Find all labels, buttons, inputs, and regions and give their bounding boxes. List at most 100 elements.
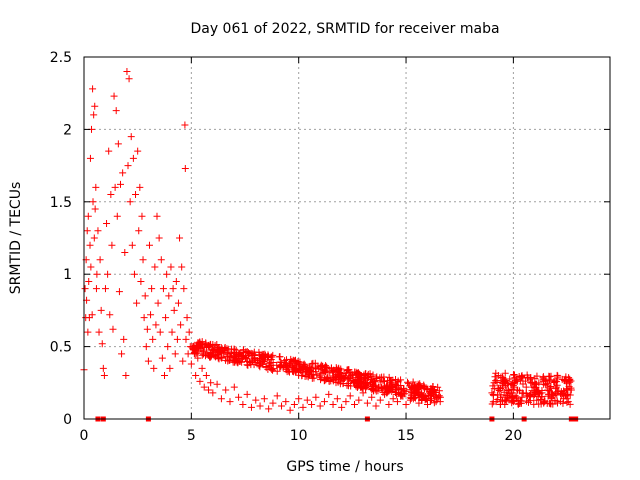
- data-point: [107, 191, 115, 199]
- data-point: [273, 367, 281, 375]
- data-point: [535, 389, 543, 397]
- data-point: [108, 241, 116, 249]
- data-point: [372, 374, 380, 382]
- data-point: [235, 393, 243, 401]
- data-point: [511, 378, 519, 386]
- data-point: [505, 395, 513, 403]
- data-point: [116, 180, 124, 188]
- data-point: [406, 386, 414, 394]
- data-point: [83, 227, 91, 235]
- data-point: [343, 366, 351, 374]
- data-point: [209, 389, 217, 397]
- data-point: [118, 350, 126, 358]
- data-point: [424, 401, 432, 409]
- data-point: [370, 386, 378, 394]
- data-point: [490, 379, 498, 387]
- data-point: [133, 299, 141, 307]
- data-point: [213, 380, 221, 388]
- data-point: [342, 373, 350, 381]
- data-point: [94, 227, 102, 235]
- data-point: [517, 372, 525, 380]
- data-point: [527, 373, 535, 381]
- data-point: [432, 398, 440, 406]
- data-point: [120, 335, 128, 343]
- data-point: [342, 369, 350, 377]
- data-point: [561, 389, 569, 397]
- data-point: [170, 306, 178, 314]
- data-point: [349, 377, 357, 385]
- data-point: [256, 402, 264, 410]
- data-point: [177, 321, 185, 329]
- data-point: [567, 386, 575, 394]
- data-point: [196, 345, 204, 353]
- data-point: [184, 350, 192, 358]
- data-point: [125, 75, 133, 83]
- data-point: [112, 107, 120, 115]
- data-point: [563, 395, 571, 403]
- data-point: [207, 351, 215, 359]
- data-point: [308, 374, 316, 382]
- data-point: [143, 325, 151, 333]
- data-point: [512, 377, 520, 385]
- y-tick-label: 0.5: [50, 340, 72, 356]
- data-point: [159, 285, 167, 293]
- data-point: [518, 393, 526, 401]
- data-point: [411, 389, 419, 397]
- data-point: [376, 374, 384, 382]
- data-point: [253, 357, 261, 365]
- data-point: [247, 403, 255, 411]
- data-point: [207, 340, 215, 348]
- data-point: [303, 396, 311, 404]
- data-point: [222, 386, 230, 394]
- data-point: [284, 363, 292, 371]
- data-point: [198, 340, 206, 348]
- data-point: [288, 361, 296, 369]
- data-point: [489, 382, 497, 390]
- data-point: [533, 372, 541, 380]
- data-point: [424, 385, 432, 393]
- data-point: [406, 396, 414, 404]
- data-point: [356, 375, 364, 383]
- data-point: [164, 343, 172, 351]
- data-point: [506, 375, 514, 383]
- data-point: [295, 363, 303, 371]
- data-point: [362, 385, 370, 393]
- data-point: [265, 405, 273, 413]
- data-point: [147, 311, 155, 319]
- data-point: [84, 212, 92, 220]
- data-point: [521, 377, 529, 385]
- data-point: [273, 392, 281, 400]
- data-point: [492, 398, 500, 406]
- data-point: [530, 400, 538, 408]
- data-point: [187, 360, 195, 368]
- y-axis-label: SRMTID / TECUs: [8, 182, 24, 295]
- data-point: [509, 398, 517, 406]
- data-point: [321, 375, 329, 383]
- data-point: [535, 388, 543, 396]
- data-point: [537, 400, 545, 408]
- data-point: [194, 354, 202, 362]
- data-point: [119, 169, 127, 177]
- data-point: [211, 342, 219, 350]
- data-point: [325, 377, 333, 385]
- data-point: [248, 356, 256, 364]
- data-point: [548, 393, 556, 401]
- data-point: [326, 369, 334, 377]
- data-point: [563, 385, 571, 393]
- data-point: [256, 363, 264, 371]
- data-point: [411, 382, 419, 390]
- data-point: [166, 364, 174, 372]
- data-point: [491, 373, 499, 381]
- data-point: [387, 385, 395, 393]
- data-point: [420, 383, 428, 391]
- data-point: [363, 399, 371, 407]
- data-point: [503, 386, 511, 394]
- data-point: [335, 364, 343, 372]
- plot-frame: [83, 56, 611, 420]
- data-point: [488, 389, 496, 397]
- data-point: [510, 371, 518, 379]
- data-point: [167, 263, 175, 271]
- data-point: [260, 395, 268, 403]
- data-point: [86, 154, 94, 162]
- data-point: [145, 241, 153, 249]
